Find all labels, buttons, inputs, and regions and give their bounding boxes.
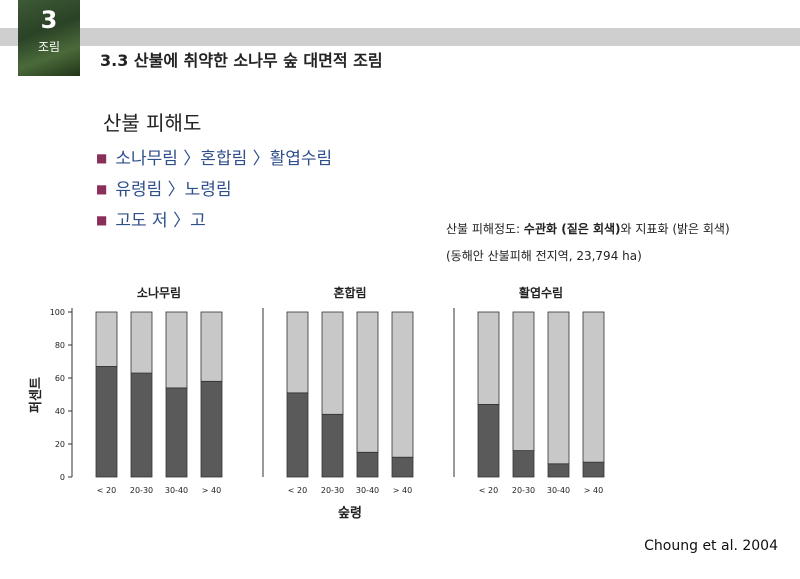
x-tick-label: < 20 [288,486,307,495]
x-tick-label: 20-30 [512,486,535,495]
bar-segment [165,387,188,478]
bar-segment [95,311,118,367]
y-tick-label: 80 [55,341,65,350]
bar-segment [512,450,535,478]
bar-segment [165,311,188,389]
section-heading: 산불 피해도 [103,111,202,135]
caption-line-1: 산불 피해정도: 수관화 (짙은 회색)와 지표화 (밝은 회색) [446,220,730,237]
bar-segment [391,311,414,458]
y-tick-label: 20 [55,440,65,449]
bar-segment [321,311,344,415]
bar-segment [582,461,605,478]
bar-segment [356,451,379,478]
header-band [0,28,800,46]
x-tick-label: > 40 [393,486,412,495]
bar-segment [512,311,535,452]
citation-credit: Choung et al. 2004 [644,538,778,554]
bar-segment [391,456,414,478]
chapter-badge: 3 조림 [18,0,80,76]
bullet-text: 고도 저 〉고 [115,211,206,231]
bar-segment [200,380,223,478]
x-tick-label: 30-40 [547,486,570,495]
y-tick-label: 0 [60,473,65,482]
bullet-item: ■ 고도 저 〉고 [96,206,206,231]
bullet-text: 유령림 〉노령림 [115,180,232,200]
bar-segment [477,311,500,405]
bar-segment [582,311,605,463]
x-tick-label: 20-30 [321,486,344,495]
panel-title: 소나무림 [137,285,181,300]
x-tick-label: < 20 [479,486,498,495]
x-tick-label: > 40 [202,486,221,495]
x-axis-label: 숲령 [338,506,362,521]
caption-suffix: 와 지표화 (밝은 회색) [620,222,730,236]
bar-segment [477,403,500,478]
x-tick-label: 30-40 [356,486,379,495]
bar-segment [547,311,570,465]
x-tick-label: > 40 [584,486,603,495]
caption-line-2: (동해안 산불피해 전지역, 23,794 ha) [446,249,642,263]
bar-segment [130,372,153,478]
panel-title: 활엽수림 [519,285,563,300]
bar-segment [286,311,309,394]
caption-bold: 수관화 (짙은 회색) [523,222,621,236]
slide-title: 3.3 산불에 취약한 소나무 숲 대면적 조림 [100,51,383,70]
y-axis-label: 퍼센트 [28,377,44,413]
bullet-text: 소나무림 〉혼합림 〉활엽수림 [115,149,333,169]
panel-title: 혼합림 [333,285,366,300]
bullet-item: ■ 소나무림 〉혼합림 〉활엽수림 [96,144,332,169]
bullet-square-icon: ■ [96,213,108,227]
bar-segment [321,413,344,478]
bullet-square-icon: ■ [96,182,108,196]
caption-prefix: 산불 피해정도: [446,222,524,236]
x-tick-label: < 20 [97,486,116,495]
bar-segment [286,392,309,478]
chapter-label: 조림 [37,40,61,54]
bar-segment [130,311,153,374]
bar-segment [200,311,223,382]
bar-segment [95,366,118,478]
y-tick-label: 100 [50,308,65,317]
y-tick-label: 60 [55,374,65,383]
y-tick-label: 40 [55,407,65,416]
x-tick-label: 30-40 [165,486,188,495]
bullet-item: ■ 유령림 〉노령림 [96,175,232,200]
bar-segment [547,463,570,478]
chapter-number: 3 [40,6,58,34]
bar-segment [356,311,379,453]
x-tick-label: 20-30 [130,486,153,495]
bullet-square-icon: ■ [96,151,108,165]
